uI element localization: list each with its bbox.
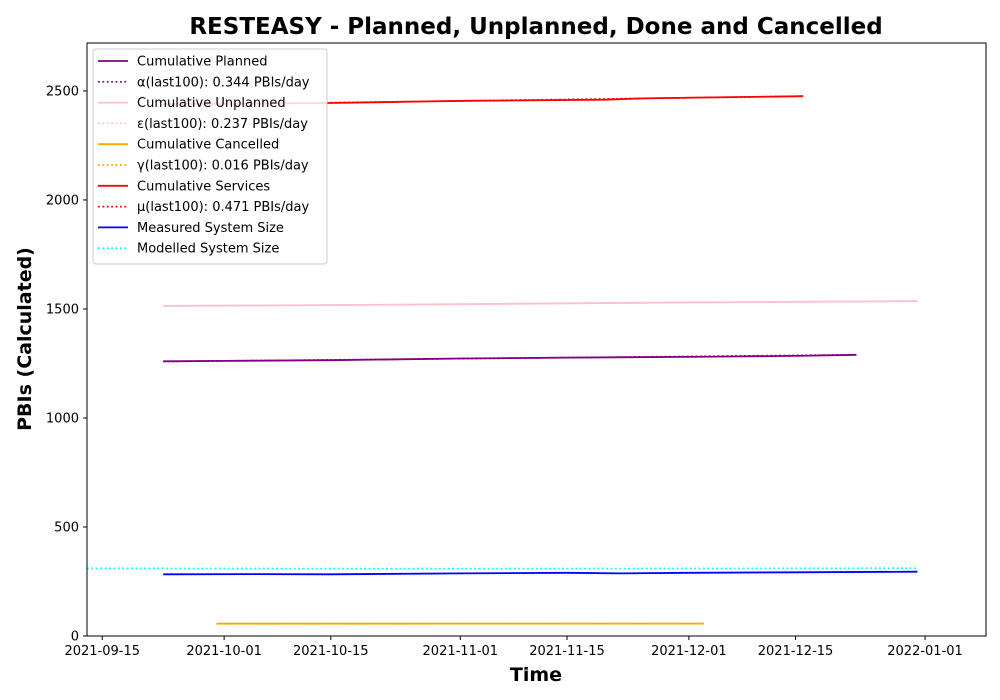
y-axis-label: PBIs (Calculated) [14,247,36,431]
legend-label: α(last100): 0.344 PBIs/day [137,75,310,90]
x-tick-label: 2021-11-15 [529,644,605,659]
x-tick-label: 2021-10-01 [186,644,262,659]
x-tick-label: 2021-12-15 [758,644,834,659]
legend-label: γ(last100): 0.016 PBIs/day [137,159,309,174]
legend: Cumulative Planned α(last100): 0.344 PBIs… [92,48,328,265]
plot-frame [86,42,987,637]
y-tick-label: 1500 [46,302,79,317]
y-tick-label: 1000 [46,411,79,426]
series-line-3-cumulative-unplanned [163,300,918,307]
legend-label: ε(last100): 0.237 PBIs/day [137,117,308,132]
legend-label: Measured System Size [137,221,284,236]
legend-label: Cumulative Unplanned [137,96,286,111]
y-tick-label: 500 [54,520,79,535]
y-axis-ticks: 0 500 1000 1500 2000 2500 [46,84,87,645]
legend-label: Cumulative Planned [137,55,267,70]
x-tick-label: 2022-01-01 [887,644,963,659]
chart-title: RESTEASY - Planned, Unplanned, Done and … [189,14,882,40]
x-tick-label: 2021-11-01 [423,644,499,659]
legend-label: Cumulative Cancelled [137,138,279,153]
legend-frame [92,48,328,265]
x-tick-label: 2021-09-15 [64,644,140,659]
x-axis-ticks: 2021-09-15 2021-10-01 2021-10-15 2021-11-01… [64,636,963,659]
series-line-9-measured-system-size [163,570,918,576]
series-line-2-last100-0-344-pbis-day [163,353,857,363]
series-line-7-cumulative-services [163,95,804,105]
legend-label: μ(last100): 0.471 PBIs/day [137,200,309,215]
x-tick-label: 2021-10-15 [293,644,369,659]
legend-label: Cumulative Services [137,179,270,194]
x-tick-label: 2021-12-01 [651,644,727,659]
x-axis-label: Time [510,664,562,686]
y-tick-label: 2500 [46,84,79,99]
series-line-1-cumulative-planned [163,353,857,363]
legend-label: Modelled System Size [137,242,279,257]
y-tick-label: 0 [71,630,79,645]
y-tick-label: 2000 [46,193,79,208]
